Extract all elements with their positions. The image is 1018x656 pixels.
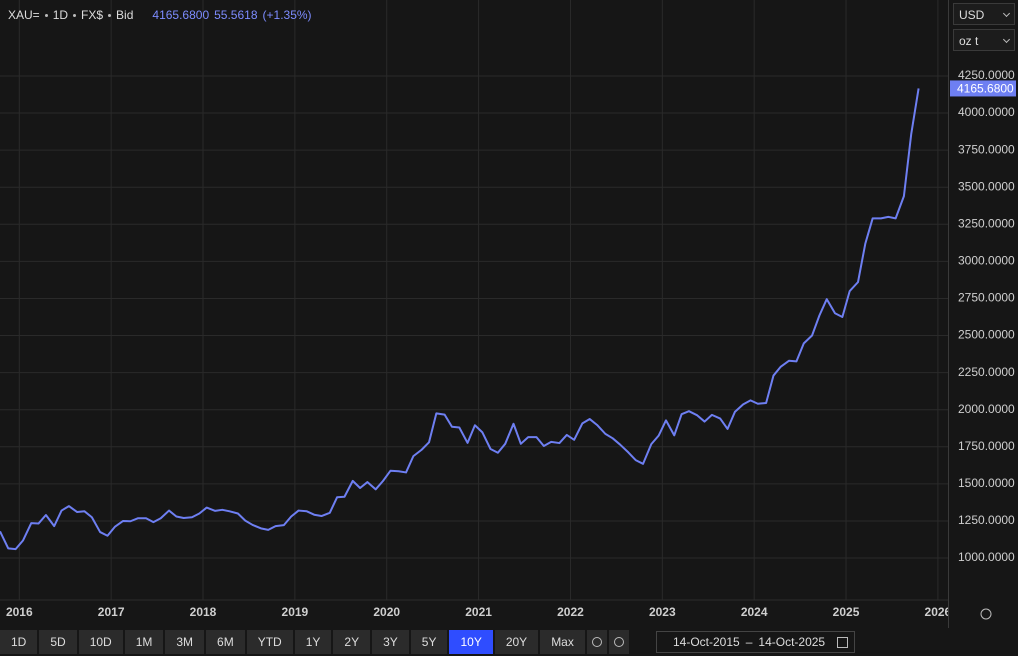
- date-separator: –: [745, 635, 753, 649]
- settings-icon[interactable]: [980, 608, 992, 620]
- price-axis-bg: [948, 0, 1018, 628]
- y-tick-label: 1750.0000: [958, 439, 1015, 453]
- icon: [591, 637, 602, 647]
- currency-select[interactable]: USD: [953, 3, 1015, 25]
- range-button[interactable]: 3Y: [372, 630, 409, 654]
- icon: [613, 637, 624, 647]
- y-tick-label: 4250.0000: [958, 68, 1015, 82]
- range-button[interactable]: YTD: [246, 630, 293, 654]
- range-button[interactable]: 3M: [165, 630, 205, 654]
- quote-header: XAU= 1D FX$ Bid 4165.6800 55.5618 (+1.35…: [8, 8, 312, 22]
- x-tick-label: 2020: [373, 605, 400, 619]
- y-tick-label: 2750.0000: [958, 291, 1015, 305]
- chevron: [1002, 9, 1011, 18]
- range-button[interactable]: 2Y: [333, 630, 371, 654]
- range-button[interactable]: 1Y: [294, 630, 332, 654]
- x-tick-label: 2024: [741, 605, 768, 619]
- y-tick-label: 1000.0000: [958, 550, 1015, 564]
- date-to: 14-Oct-2025: [758, 635, 826, 649]
- calendar-icon: [837, 636, 849, 648]
- separator: [44, 13, 48, 17]
- range-button[interactable]: 10Y: [449, 630, 493, 654]
- y-tick-label: 1500.0000: [958, 476, 1015, 490]
- y-tick-label: 3000.0000: [958, 254, 1015, 268]
- date-from: 14-Oct-2015: [673, 635, 740, 649]
- last-price-tag: [950, 80, 1016, 97]
- change: 55.5618: [214, 8, 258, 22]
- field: Bid: [116, 8, 134, 22]
- range-button[interactable]: 5Y: [410, 630, 448, 654]
- y-tick-label: 3750.0000: [958, 142, 1015, 156]
- range-button[interactable]: 6M: [206, 630, 245, 654]
- settings-button[interactable]: [586, 630, 607, 654]
- x-tick-label: 2022: [557, 605, 584, 619]
- range-button[interactable]: 1M: [124, 630, 164, 654]
- y-tick-label: 1250.0000: [958, 513, 1015, 527]
- x-tick-label: 2025: [833, 605, 860, 619]
- currency: USD: [959, 8, 985, 22]
- x-tick-label: 2026: [925, 605, 952, 619]
- chart: 2016 2017 2018 2019 2020 2021 2022 2023 2024 2025…: [0, 0, 1018, 628]
- plot: [0, 88, 920, 551]
- y-tick-label: 2000.0000: [958, 402, 1015, 416]
- x-tick-label: 2023: [649, 605, 676, 619]
- change-pct: (+1.35%): [262, 8, 312, 22]
- last-price: 4165.6800: [152, 8, 210, 22]
- y-tick-label: 3250.0000: [958, 216, 1015, 230]
- x-tick-label: 2021: [465, 605, 492, 619]
- price-axis: 1000.0000 1250.0000 1500.0000 1750.0000 2000…: [948, 0, 1018, 628]
- y-tick-label: 2500.0000: [958, 328, 1015, 342]
- last-price-label: 4165.6800: [957, 82, 1014, 96]
- separator: [73, 13, 77, 17]
- range-button[interactable]: 20Y: [494, 630, 539, 654]
- table-button[interactable]: [608, 630, 629, 654]
- y-tick-label: 3500.0000: [958, 179, 1015, 193]
- x-tick-label: 2019: [282, 605, 309, 619]
- x-tick-label: 2017: [98, 605, 125, 619]
- range-button[interactable]: 1D: [0, 630, 38, 654]
- range-toolbar: 1D 5D 10D 1M 3M 6M YTD 1Y 2Y 3Y 5Y 10Y 20Y Max: [0, 628, 1018, 656]
- range-button[interactable]: Max: [540, 630, 585, 654]
- range-button[interactable]: 5D: [39, 630, 77, 654]
- price-line: [0, 88, 920, 551]
- unit-select[interactable]: oz t: [953, 29, 1015, 51]
- chart-bg: [0, 0, 1018, 628]
- y-tick-label: 2250.0000: [958, 365, 1015, 379]
- separator: [108, 13, 112, 17]
- chevron: [1002, 35, 1011, 44]
- y-tick-label: 4000.0000: [958, 105, 1015, 119]
- grid: [0, 0, 948, 600]
- x-axis: 2016 2017 2018 2019 2020 2021 2022 2023 2024 2025…: [6, 605, 952, 619]
- source: FX$: [81, 8, 104, 22]
- unit: oz t: [959, 34, 979, 48]
- symbol: XAU=: [8, 8, 40, 22]
- date-range[interactable]: 14-Oct-2015 – 14-Oct-2025: [656, 631, 855, 653]
- x-tick-label: 2018: [190, 605, 217, 619]
- range-button[interactable]: 10D: [78, 630, 123, 654]
- interval: 1D: [52, 8, 69, 22]
- x-tick-label: 2016: [6, 605, 33, 619]
